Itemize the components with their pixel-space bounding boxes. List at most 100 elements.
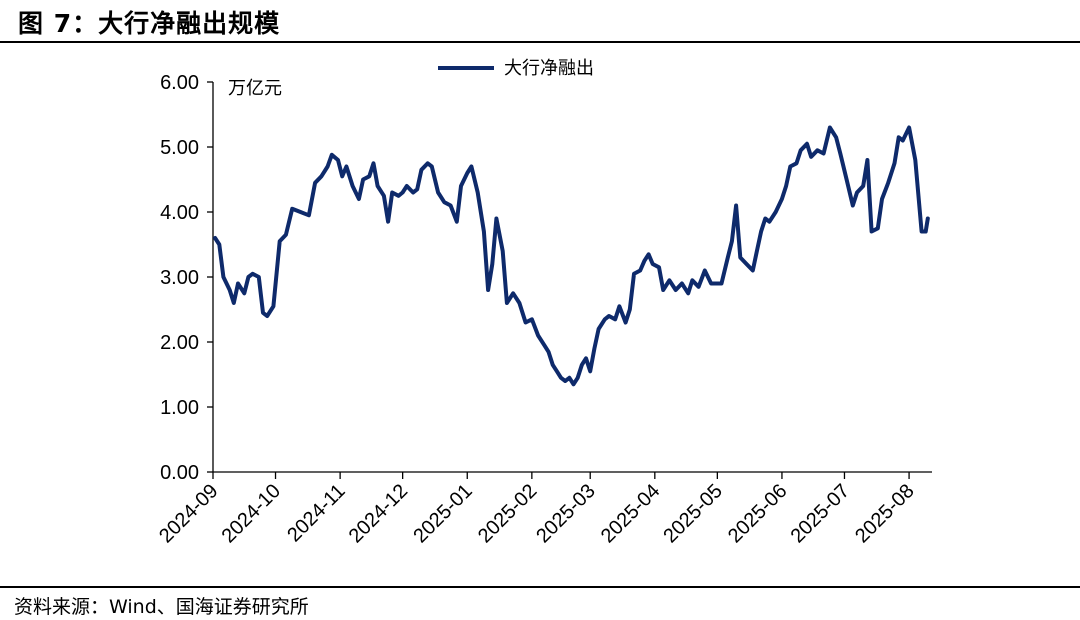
series-point <box>816 149 819 152</box>
series-point <box>486 288 490 292</box>
series-point <box>876 227 879 230</box>
series-point <box>703 269 706 272</box>
series-point <box>278 240 281 243</box>
x-tick-label: 2024-09 <box>155 480 222 547</box>
series-point <box>397 194 400 197</box>
series-point <box>855 191 859 194</box>
series-point <box>401 191 404 194</box>
series-point <box>330 153 333 156</box>
series-point <box>780 197 784 201</box>
top-rule <box>0 41 1080 43</box>
series-point <box>739 256 742 259</box>
series-point <box>345 165 348 168</box>
series-point <box>232 301 235 305</box>
series-point <box>466 171 469 175</box>
series-point <box>759 230 763 233</box>
series-point <box>511 292 515 295</box>
series-point <box>351 184 354 188</box>
series-point <box>482 230 486 233</box>
x-tick-label: 2025-05 <box>659 480 726 547</box>
legend: 大行净融出 <box>438 58 594 79</box>
series-point <box>603 318 606 321</box>
series-point <box>213 236 217 240</box>
series-point <box>674 288 677 292</box>
series-point <box>805 142 809 145</box>
x-tick-label: 2024-12 <box>345 480 412 547</box>
bottom-rule <box>0 586 1080 588</box>
series-point <box>589 370 592 373</box>
legend-label: 大行净融出 <box>504 58 594 79</box>
series-point <box>436 191 440 194</box>
series-point <box>584 357 588 360</box>
series-point <box>680 282 684 285</box>
series-point <box>386 220 390 223</box>
y-axis: 0.00 1.00 2.00 3.00 4.00 5.00 6.00 <box>160 72 214 484</box>
series-point <box>266 314 269 318</box>
series-point <box>443 201 446 204</box>
series-point <box>730 240 734 243</box>
series-point <box>597 327 600 331</box>
chart: 0.001.002.003.004.005.006.00 2024-092024… <box>155 58 932 547</box>
series-point <box>572 383 575 386</box>
series-point <box>559 376 563 379</box>
series-point <box>709 282 713 285</box>
series-point <box>547 350 550 353</box>
series-point <box>809 155 813 158</box>
series-point <box>880 197 884 201</box>
series-point <box>564 379 567 383</box>
x-tick-label: 2025-06 <box>724 480 791 547</box>
x-tick-label: 2024-10 <box>218 480 285 547</box>
series-point <box>851 204 854 207</box>
series-point <box>320 175 323 178</box>
series-point <box>784 184 788 188</box>
series-point <box>901 139 904 142</box>
series-point <box>734 204 738 207</box>
series-point <box>764 217 767 220</box>
series-point <box>313 181 317 184</box>
series-point <box>639 269 642 272</box>
series-point <box>720 282 723 285</box>
series-point <box>449 204 452 207</box>
series-point <box>657 266 661 269</box>
series-points <box>213 126 929 386</box>
series-point <box>455 220 458 223</box>
series-point <box>926 217 929 220</box>
y-tick-label: 5.00 <box>160 137 199 159</box>
series-point <box>247 275 250 279</box>
series-point <box>580 363 584 366</box>
series-point <box>697 285 700 288</box>
series-point <box>299 210 302 214</box>
y-tick-label: 1.00 <box>160 397 199 419</box>
series-point <box>887 181 890 184</box>
series-point <box>491 262 494 266</box>
series-point <box>524 321 527 324</box>
series-point <box>751 269 754 272</box>
x-tick-label: 2025-01 <box>409 480 476 547</box>
series-point <box>555 370 559 373</box>
series-point <box>662 288 665 292</box>
series-point <box>822 152 825 155</box>
series-point <box>291 207 294 210</box>
series-point <box>651 262 654 266</box>
series-point <box>870 230 873 233</box>
series-point <box>411 191 415 194</box>
figure-label: 图 7： <box>18 9 99 38</box>
series-point <box>726 256 729 259</box>
figure-title: 图 7：大行净融出规模 <box>18 4 280 40</box>
series-point <box>228 288 231 292</box>
series-point <box>614 318 617 321</box>
y-axis-unit-label: 万亿元 <box>228 78 282 99</box>
series-point <box>336 158 340 162</box>
series-point <box>501 249 504 253</box>
series-point <box>391 191 394 194</box>
x-tick-label: 2025-03 <box>532 480 599 547</box>
x-tick-label: 2025-04 <box>597 480 664 547</box>
y-tick-label: 3.00 <box>160 267 199 289</box>
series-point <box>755 249 759 253</box>
series-point <box>774 210 777 214</box>
series-point <box>768 220 771 223</box>
series-point <box>543 344 546 347</box>
series-point <box>607 314 611 318</box>
series-point <box>568 376 571 379</box>
series-point <box>505 301 509 305</box>
